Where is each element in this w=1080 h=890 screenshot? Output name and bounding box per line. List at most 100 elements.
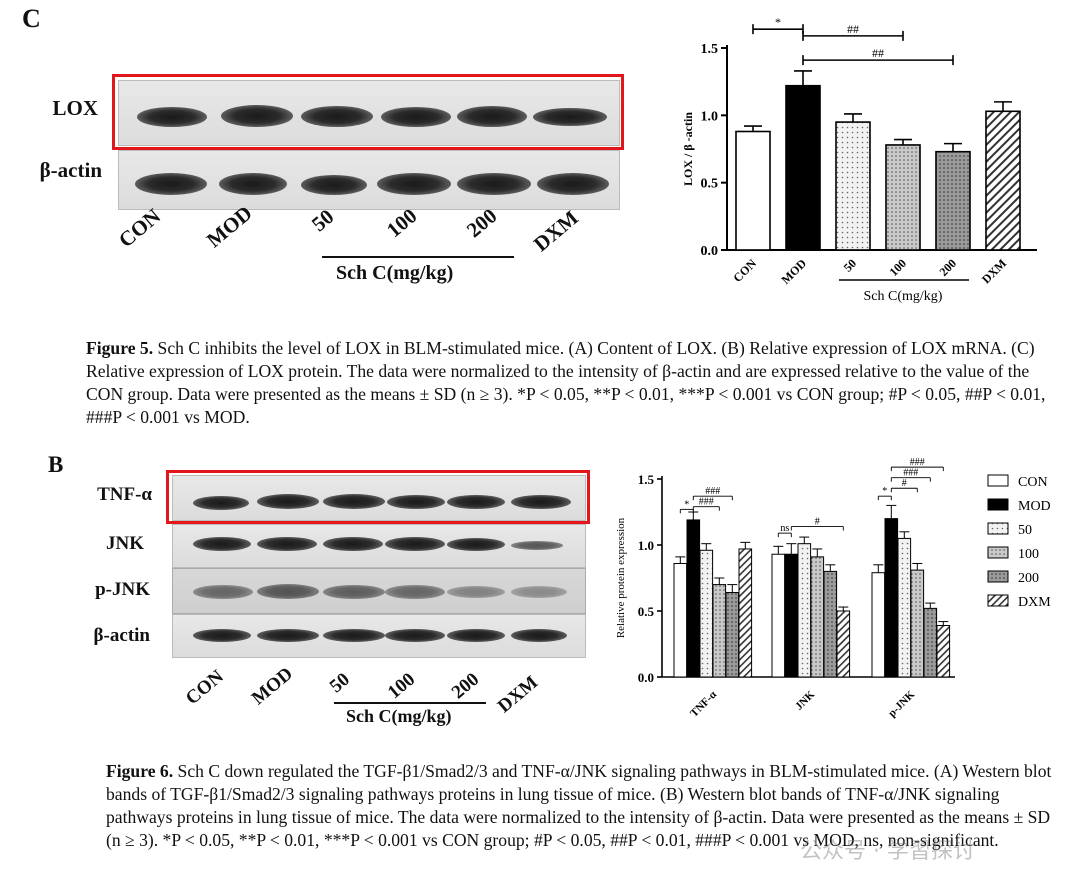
lox-band-1 (137, 107, 207, 127)
significance-label: # (902, 478, 907, 489)
significance-label: ns (780, 523, 789, 534)
bar (712, 584, 727, 678)
jnk-band (511, 541, 563, 550)
jnk-band (323, 537, 383, 551)
legend-swatch (987, 498, 1009, 511)
jnk-band (193, 537, 251, 551)
bactin-band-1 (135, 173, 207, 195)
tnf-band (323, 494, 385, 509)
fig6-band-label-tnf: TNF-α (97, 484, 152, 505)
bar (725, 592, 740, 678)
x-tick-label: 200 (936, 256, 959, 279)
y-tick-label: 0.0 (701, 244, 719, 259)
y-tick-label: 1.0 (701, 109, 719, 124)
legend-label: CON (1018, 475, 1048, 490)
bar (784, 553, 799, 678)
bar (738, 548, 753, 678)
x-tick-label: MOD (778, 256, 809, 287)
lox-band-2 (221, 105, 293, 127)
significance-label: * (882, 486, 887, 497)
jnk-band (257, 537, 317, 551)
bactin-band-4 (377, 173, 451, 195)
y-tick-label: 0.5 (701, 177, 719, 192)
bactin-band-2 (219, 173, 287, 195)
fig6-dose-line (334, 702, 486, 704)
x-tick-label: DXM (979, 256, 1009, 286)
fig5-dose-group-label: Sch C(mg/kg) (336, 262, 454, 284)
legend-label: 50 (1018, 523, 1032, 538)
legend-label: 100 (1018, 547, 1039, 562)
fig6-chart-content: 0.0 0.5 1.0 1.5 Relative protein expression T… (615, 457, 1051, 719)
fig6-panel-label: B (48, 452, 64, 477)
lox-highlight-frame (112, 74, 624, 150)
pjnk-band (447, 586, 505, 598)
bar (835, 121, 871, 251)
y-axis-label: Relative protein expression (615, 517, 627, 638)
fig5-band-label-bactin: β-actin (39, 158, 102, 182)
x-tick-label: TNF-α (688, 688, 720, 720)
fig6-chart: 0.0 0.5 1.0 1.5 Relative protein expression T… (615, 457, 1051, 719)
fig6-bactin-band (447, 629, 505, 642)
bactin-band-5 (457, 173, 531, 195)
fig6-band-label-pjnk: p-JNK (95, 579, 150, 600)
bar (673, 562, 688, 678)
bar (897, 537, 912, 678)
bar (797, 543, 812, 678)
bar (699, 549, 714, 678)
pjnk-band (385, 585, 445, 599)
tnf-blot (172, 475, 586, 521)
fig5-caption-text: Sch C inhibits the level of LOX in BLM-s… (86, 338, 1046, 427)
bar (771, 553, 786, 678)
bar (923, 607, 938, 678)
bar (885, 144, 921, 251)
fig6-lane-label: DXM (493, 671, 543, 718)
bar (871, 572, 886, 678)
legend-label: MOD (1018, 499, 1051, 514)
tnf-band (193, 496, 249, 510)
legend-swatch (987, 474, 1009, 487)
bactin-band-6 (537, 173, 609, 195)
bar (910, 569, 925, 678)
fig5-caption-title: Figure 5. (86, 338, 154, 358)
fig6-band-label-bactin: β-actin (93, 625, 150, 646)
fig5-bactin-blot (118, 150, 620, 210)
tnf-band (447, 495, 505, 509)
lox-band-3 (301, 106, 373, 127)
pjnk-band (323, 585, 385, 599)
y-tick-label: 1.5 (638, 472, 655, 487)
legend-swatch (987, 594, 1009, 607)
x-tick-label: CON (730, 256, 759, 285)
fig6-bactin-blot (172, 614, 586, 658)
bar (686, 519, 701, 678)
fig6-bactin-band (385, 629, 445, 642)
pjnk-band (193, 585, 253, 599)
y-tick-label: 1.0 (638, 538, 654, 553)
significance-label: * (775, 15, 781, 29)
legend-swatch (987, 522, 1009, 535)
fig6-band-label-jnk: JNK (106, 533, 144, 554)
jnk-blot (172, 524, 586, 568)
x-tick-label: JNK (793, 688, 817, 712)
fig6-bactin-band (257, 629, 319, 642)
jnk-band (447, 538, 505, 551)
fig5-chart: 0.0 0.5 1.0 1.5 LOX / β -actin CON MOD 50 100 200… (681, 15, 1037, 304)
bar (935, 150, 971, 251)
bar (884, 518, 899, 678)
significance-label: ## (872, 46, 884, 60)
x-tick-label: p-JNK (886, 688, 917, 719)
fig6-caption-text: Sch C down regulated the TGF-β1/Smad2/3 … (106, 761, 1052, 850)
tnf-band (387, 495, 445, 509)
significance-label: ### (903, 468, 918, 479)
legend-label: DXM (1018, 595, 1051, 610)
fig5-lane-label: CON (113, 203, 166, 253)
fig6-lane-label: 200 (447, 668, 484, 704)
jnk-band (385, 537, 445, 551)
fig6-lane-label: 50 (325, 668, 354, 698)
fig5-dose-line (322, 256, 514, 258)
fig6-lane-label: CON (181, 665, 228, 710)
bar (735, 130, 771, 251)
lox-blot (118, 80, 620, 146)
fig5-lane-label: DXM (528, 205, 583, 257)
pjnk-blot (172, 568, 586, 614)
pjnk-band (511, 586, 567, 598)
